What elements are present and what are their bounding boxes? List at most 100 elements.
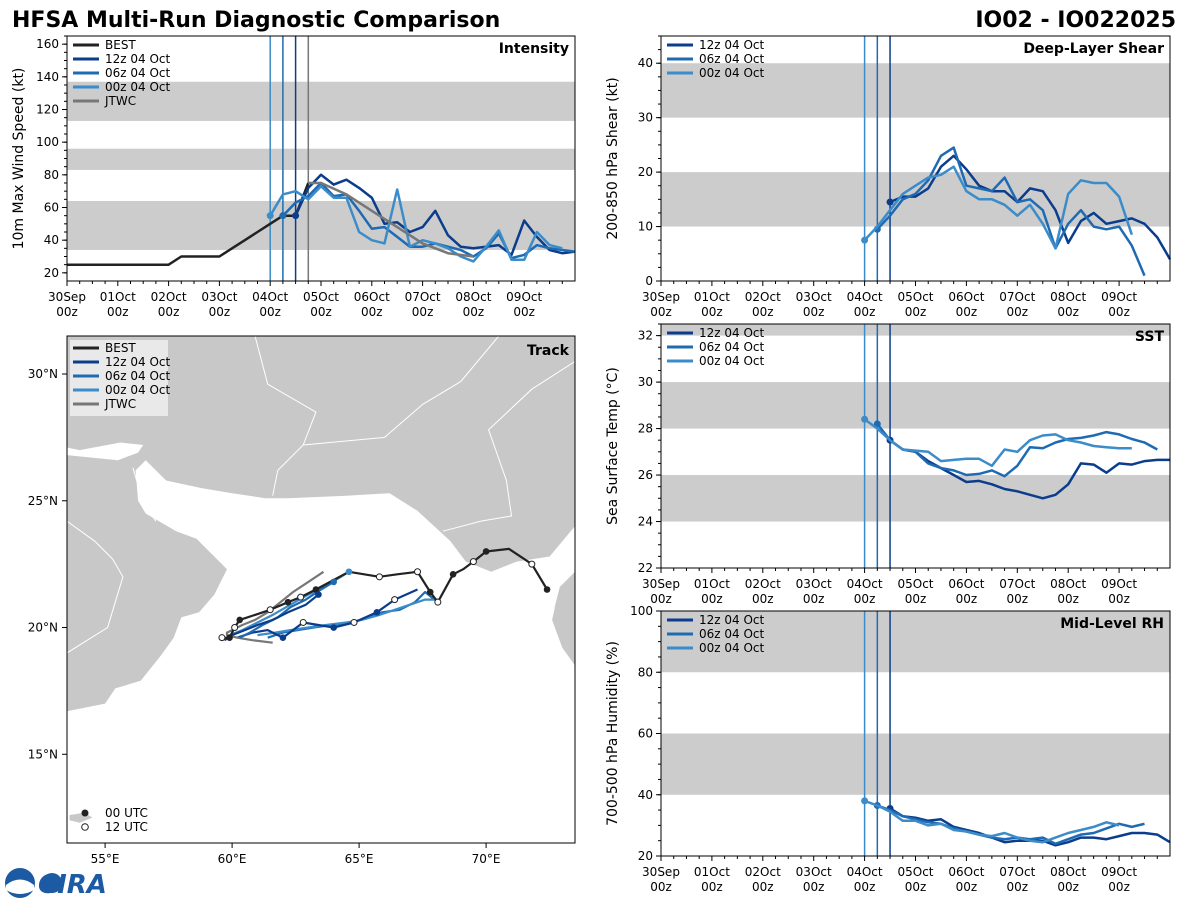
x-tick-label-date: 03Oct (796, 577, 832, 591)
x-tick-label-hour: 00z (956, 592, 978, 606)
threshold-band (661, 611, 1170, 673)
x-tick-label-date: 05Oct (303, 290, 339, 304)
arabia-land (67, 336, 575, 712)
x-tick-label-hour: 00z (259, 305, 281, 319)
x-tick-label-date: 30Sep (642, 865, 680, 879)
track-panel: 55°E 60°E 65°E 70°E 15°N 20°N 25°N 30°N Track BES… (28, 335, 576, 866)
track-marker-00utc (482, 548, 490, 555)
x-tick-label-hour: 00z (412, 305, 434, 319)
x-tick-label-date: 06Oct (948, 865, 984, 879)
track-marker-12utc (299, 618, 307, 626)
gulf-water (67, 442, 144, 461)
x-tick-label-date: 04Oct (847, 290, 883, 304)
map-legend-label: BEST (105, 341, 136, 355)
x-tick-label-hour: 00z (310, 305, 332, 319)
series-start-marker (861, 415, 869, 423)
y-tick-label: 0 (645, 274, 653, 288)
threshold-band (661, 324, 1170, 336)
y-tick-label: 40 (638, 788, 653, 802)
legend-label: 00z 04 Oct (699, 641, 765, 655)
series-line-12z-04-oct (294, 173, 576, 257)
map-y-tick-label: 30°N (28, 367, 58, 381)
marker-legend-label: 12 UTC (105, 820, 148, 834)
x-tick-label-hour: 00z (1108, 592, 1130, 606)
x-tick-label-hour: 00z (701, 592, 723, 606)
legend-label: 06z 04 Oct (699, 340, 765, 354)
political-border (132, 467, 157, 522)
x-tick-label-date: 04Oct (252, 290, 288, 304)
track-marker-00utc (279, 634, 287, 641)
series-line-06z-04-oct (876, 423, 1158, 478)
series-start-marker (292, 212, 300, 220)
x-tick-label-hour: 00z (1057, 592, 1079, 606)
x-tick-label-date: 07Oct (999, 577, 1035, 591)
y-tick-label: 40 (44, 233, 59, 247)
x-tick-label-date: 04Oct (847, 865, 883, 879)
political-border (254, 336, 317, 496)
legend-marker-open (81, 823, 89, 831)
x-tick-label-date: 03Oct (796, 865, 832, 879)
x-tick-label-date: 02Oct (151, 290, 187, 304)
x-tick-label-date: 05Oct (897, 290, 933, 304)
x-tick-label-date: 01Oct (694, 290, 730, 304)
track-marker-12utc (434, 598, 442, 606)
series-start-marker (873, 420, 881, 428)
track-marker-12utc (350, 618, 358, 626)
y-tick-label: 80 (638, 665, 653, 679)
plot-area (661, 324, 1170, 568)
map-y-tick-label: 20°N (28, 621, 58, 635)
series-line-06z-04-oct (876, 804, 1145, 846)
x-tick-label-hour: 00z (905, 880, 927, 894)
y-axis-label: 200-850 hPa Shear (kt) (605, 77, 621, 239)
y-tick-label: 60 (638, 727, 653, 741)
x-tick-label-date: 08Oct (455, 290, 491, 304)
x-tick-label-date: 01Oct (694, 577, 730, 591)
map-x-tick-label: 65°E (345, 852, 374, 866)
x-tick-label-hour: 00z (107, 305, 129, 319)
track-marker-12utc (391, 596, 399, 604)
x-tick-label-hour: 00z (1108, 305, 1130, 319)
track-marker-12utc (375, 573, 383, 581)
y-axis-label: 700-500 hPa Humidity (%) (605, 641, 621, 826)
x-tick-label-hour: 00z (1007, 592, 1029, 606)
legend-label: JTWC (104, 94, 136, 108)
x-tick-label-hour: 00z (361, 305, 383, 319)
map-x-tick-label: 70°E (472, 852, 501, 866)
x-tick-label-hour: 00z (209, 305, 231, 319)
x-tick-label-hour: 00z (905, 305, 927, 319)
y-tick-label: 160 (36, 37, 59, 51)
storm-id: IO02 - IO022025 (975, 8, 1176, 33)
series-line-jtwc (308, 181, 474, 258)
x-tick-label-hour: 00z (1007, 880, 1029, 894)
legend-label: 06z 04 Oct (699, 52, 765, 66)
legend-label: 12z 04 Oct (699, 38, 765, 52)
x-tick-label-date: 06Oct (354, 290, 390, 304)
track-marker-00utc (426, 588, 434, 596)
legend-marker-filled (81, 809, 89, 817)
x-tick-label-hour: 00z (701, 305, 723, 319)
x-tick-label-hour: 00z (905, 592, 927, 606)
y-tick-label: 10 (638, 220, 653, 234)
x-tick-label-date: 07Oct (999, 290, 1035, 304)
legend-label: 06z 04 Oct (105, 66, 171, 80)
track-line-12z-04-oct (223, 593, 320, 642)
cira-logo: CIRA (5, 868, 107, 900)
x-tick-label-hour: 00z (650, 305, 672, 319)
panel-title: Intensity (499, 41, 569, 57)
legend-label: 12z 04 Oct (699, 326, 765, 340)
x-tick-label-hour: 00z (513, 305, 535, 319)
figure-title: HFSA Multi-Run Diagnostic Comparison (12, 8, 500, 33)
panel-title: Mid-Level RH (1060, 616, 1164, 632)
track-line-jtwc (225, 570, 325, 644)
track-marker-00utc (226, 634, 233, 641)
x-tick-label-hour: 00z (463, 305, 485, 319)
map-y-tick-label: 15°N (28, 747, 58, 761)
x-tick-label-hour: 00z (752, 305, 774, 319)
x-tick-label-hour: 00z (752, 592, 774, 606)
x-tick-label-hour: 00z (854, 880, 876, 894)
series-start-marker (886, 198, 894, 206)
x-tick-label-hour: 00z (1057, 305, 1079, 319)
cira-wordmark: CIRA (38, 870, 107, 900)
sst-panel: 22242628303230Sep00z01Oct00z02Oct00z03Oc… (605, 323, 1171, 606)
threshold-band (661, 475, 1170, 522)
